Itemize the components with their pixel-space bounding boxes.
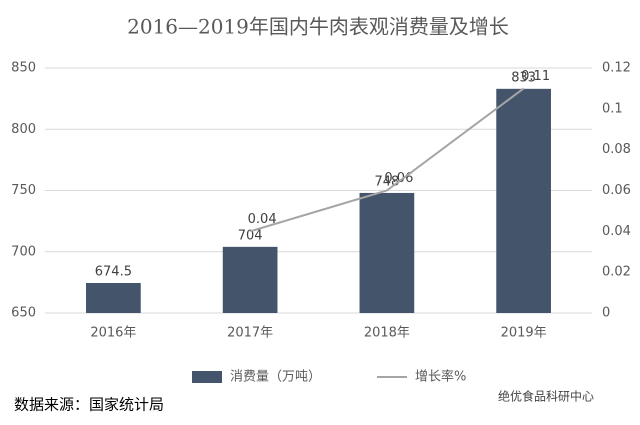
chart-title: 2016—2019年国内牛肉表观消费量及增长 <box>127 15 509 39</box>
value-label: 0.11 <box>521 69 550 84</box>
y2-tick-label: 0.1 <box>602 101 623 116</box>
x-tick-label: 2016年 <box>90 326 136 341</box>
y-tick-label: 700 <box>11 244 36 259</box>
y-tick-label: 800 <box>11 122 36 137</box>
value-label: 0.04 <box>248 212 277 227</box>
source: 数据来源：国家统计局 <box>14 396 164 414</box>
bar <box>359 192 415 313</box>
x-tick-label: 2018年 <box>364 326 410 341</box>
bar <box>496 88 551 313</box>
y-tick-label: 750 <box>11 183 36 198</box>
value-label: 704 <box>238 228 263 243</box>
bar <box>222 246 278 313</box>
x-tick-label: 2017年 <box>227 326 273 341</box>
y2-tick-label: 0.06 <box>602 183 631 198</box>
y2-tick-label: 0.08 <box>602 142 631 157</box>
line <box>249 87 525 233</box>
y2-tick-label: 0.02 <box>602 265 631 280</box>
value-label: 0.06 <box>384 171 413 186</box>
x-tick-label: 2019年 <box>501 326 547 341</box>
bar <box>86 282 141 313</box>
legend-swatch <box>192 371 222 383</box>
value-label: 833 <box>511 70 536 85</box>
watermark: 绝优食品科研中心 <box>498 389 594 404</box>
y-tick-label: 650 <box>11 306 36 321</box>
y-tick-label: 850 <box>11 61 36 76</box>
y2-tick-label: 0.12 <box>602 61 631 76</box>
y2-tick-label: 0.04 <box>602 224 631 239</box>
y2-tick-label: 0 <box>602 306 610 321</box>
legend-label: 增长率% <box>415 369 466 385</box>
legend-label: 消费量（万吨） <box>230 370 321 385</box>
value-label: 674.5 <box>95 264 132 279</box>
